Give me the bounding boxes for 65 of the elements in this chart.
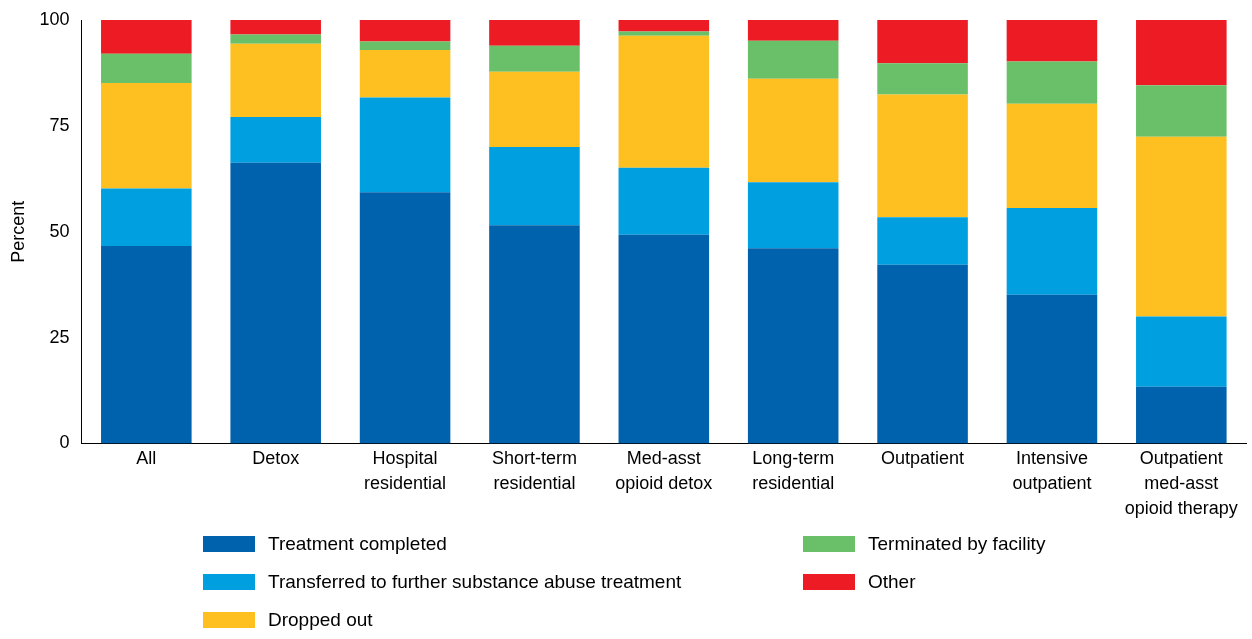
legend-label: Treatment completed xyxy=(268,533,447,555)
bar xyxy=(101,20,192,54)
x-tick-label: Hospital residential xyxy=(364,447,447,494)
x-tick-label: Detox xyxy=(252,447,300,468)
bar xyxy=(877,94,968,218)
bar xyxy=(1006,61,1098,104)
x-tick-label: Outpatient xyxy=(881,447,965,468)
bar xyxy=(359,192,451,444)
bar xyxy=(230,20,321,35)
x-tick-label: Short-term residential xyxy=(491,447,577,494)
bar xyxy=(230,162,321,444)
bar xyxy=(877,63,968,95)
legend-label: Other xyxy=(868,571,916,593)
bar xyxy=(359,97,451,193)
bar xyxy=(359,50,451,98)
x-tick-label: Med-asst opioid detox xyxy=(615,447,713,494)
y-tick-label: 25 xyxy=(49,326,70,347)
bar xyxy=(877,20,968,64)
y-tick-label: 0 xyxy=(59,432,70,453)
x-tick-label: All xyxy=(136,447,157,468)
bar xyxy=(747,182,839,249)
legend-label: Dropped out xyxy=(268,609,373,631)
x-tick-label: Intensive outpatient xyxy=(1012,447,1092,494)
bar xyxy=(1006,294,1098,444)
bar xyxy=(1006,103,1098,208)
bar xyxy=(1136,136,1227,317)
bar xyxy=(618,167,710,235)
bar xyxy=(101,188,192,247)
bar xyxy=(747,78,839,183)
x-tick-label: Outpatient med-asst opioid therapy xyxy=(1124,447,1238,519)
bar xyxy=(1136,316,1227,387)
bar xyxy=(618,35,710,168)
bar xyxy=(230,34,321,44)
y-tick-label: 50 xyxy=(49,220,70,241)
bar xyxy=(877,217,968,265)
bar xyxy=(618,20,710,32)
bar xyxy=(230,43,321,117)
bar xyxy=(1006,20,1098,62)
bar xyxy=(618,31,710,36)
bar xyxy=(101,83,192,189)
bar xyxy=(489,225,580,444)
bar xyxy=(101,53,192,84)
x-tick-label: Long-term residential xyxy=(752,447,835,494)
legend-label: Transferred to further substance abuse treatment xyxy=(268,571,682,593)
bar xyxy=(359,20,451,42)
bar xyxy=(489,45,580,72)
bar xyxy=(1006,207,1098,295)
bar xyxy=(877,264,968,444)
bar xyxy=(489,71,580,148)
bar xyxy=(489,147,580,226)
bar xyxy=(1136,386,1227,444)
bar xyxy=(359,41,451,51)
bar xyxy=(101,246,192,444)
bar xyxy=(489,20,580,46)
y-axis-title: Percent xyxy=(7,200,28,263)
bar xyxy=(747,20,839,41)
bar xyxy=(1136,85,1227,137)
bar xyxy=(747,248,839,444)
bar xyxy=(618,234,710,444)
bar xyxy=(747,40,839,79)
y-tick-label: 100 xyxy=(39,8,70,29)
bar xyxy=(1136,20,1227,86)
bar xyxy=(230,116,321,163)
y-tick-label: 75 xyxy=(49,114,70,135)
legend-label: Terminated by facility xyxy=(868,533,1046,555)
